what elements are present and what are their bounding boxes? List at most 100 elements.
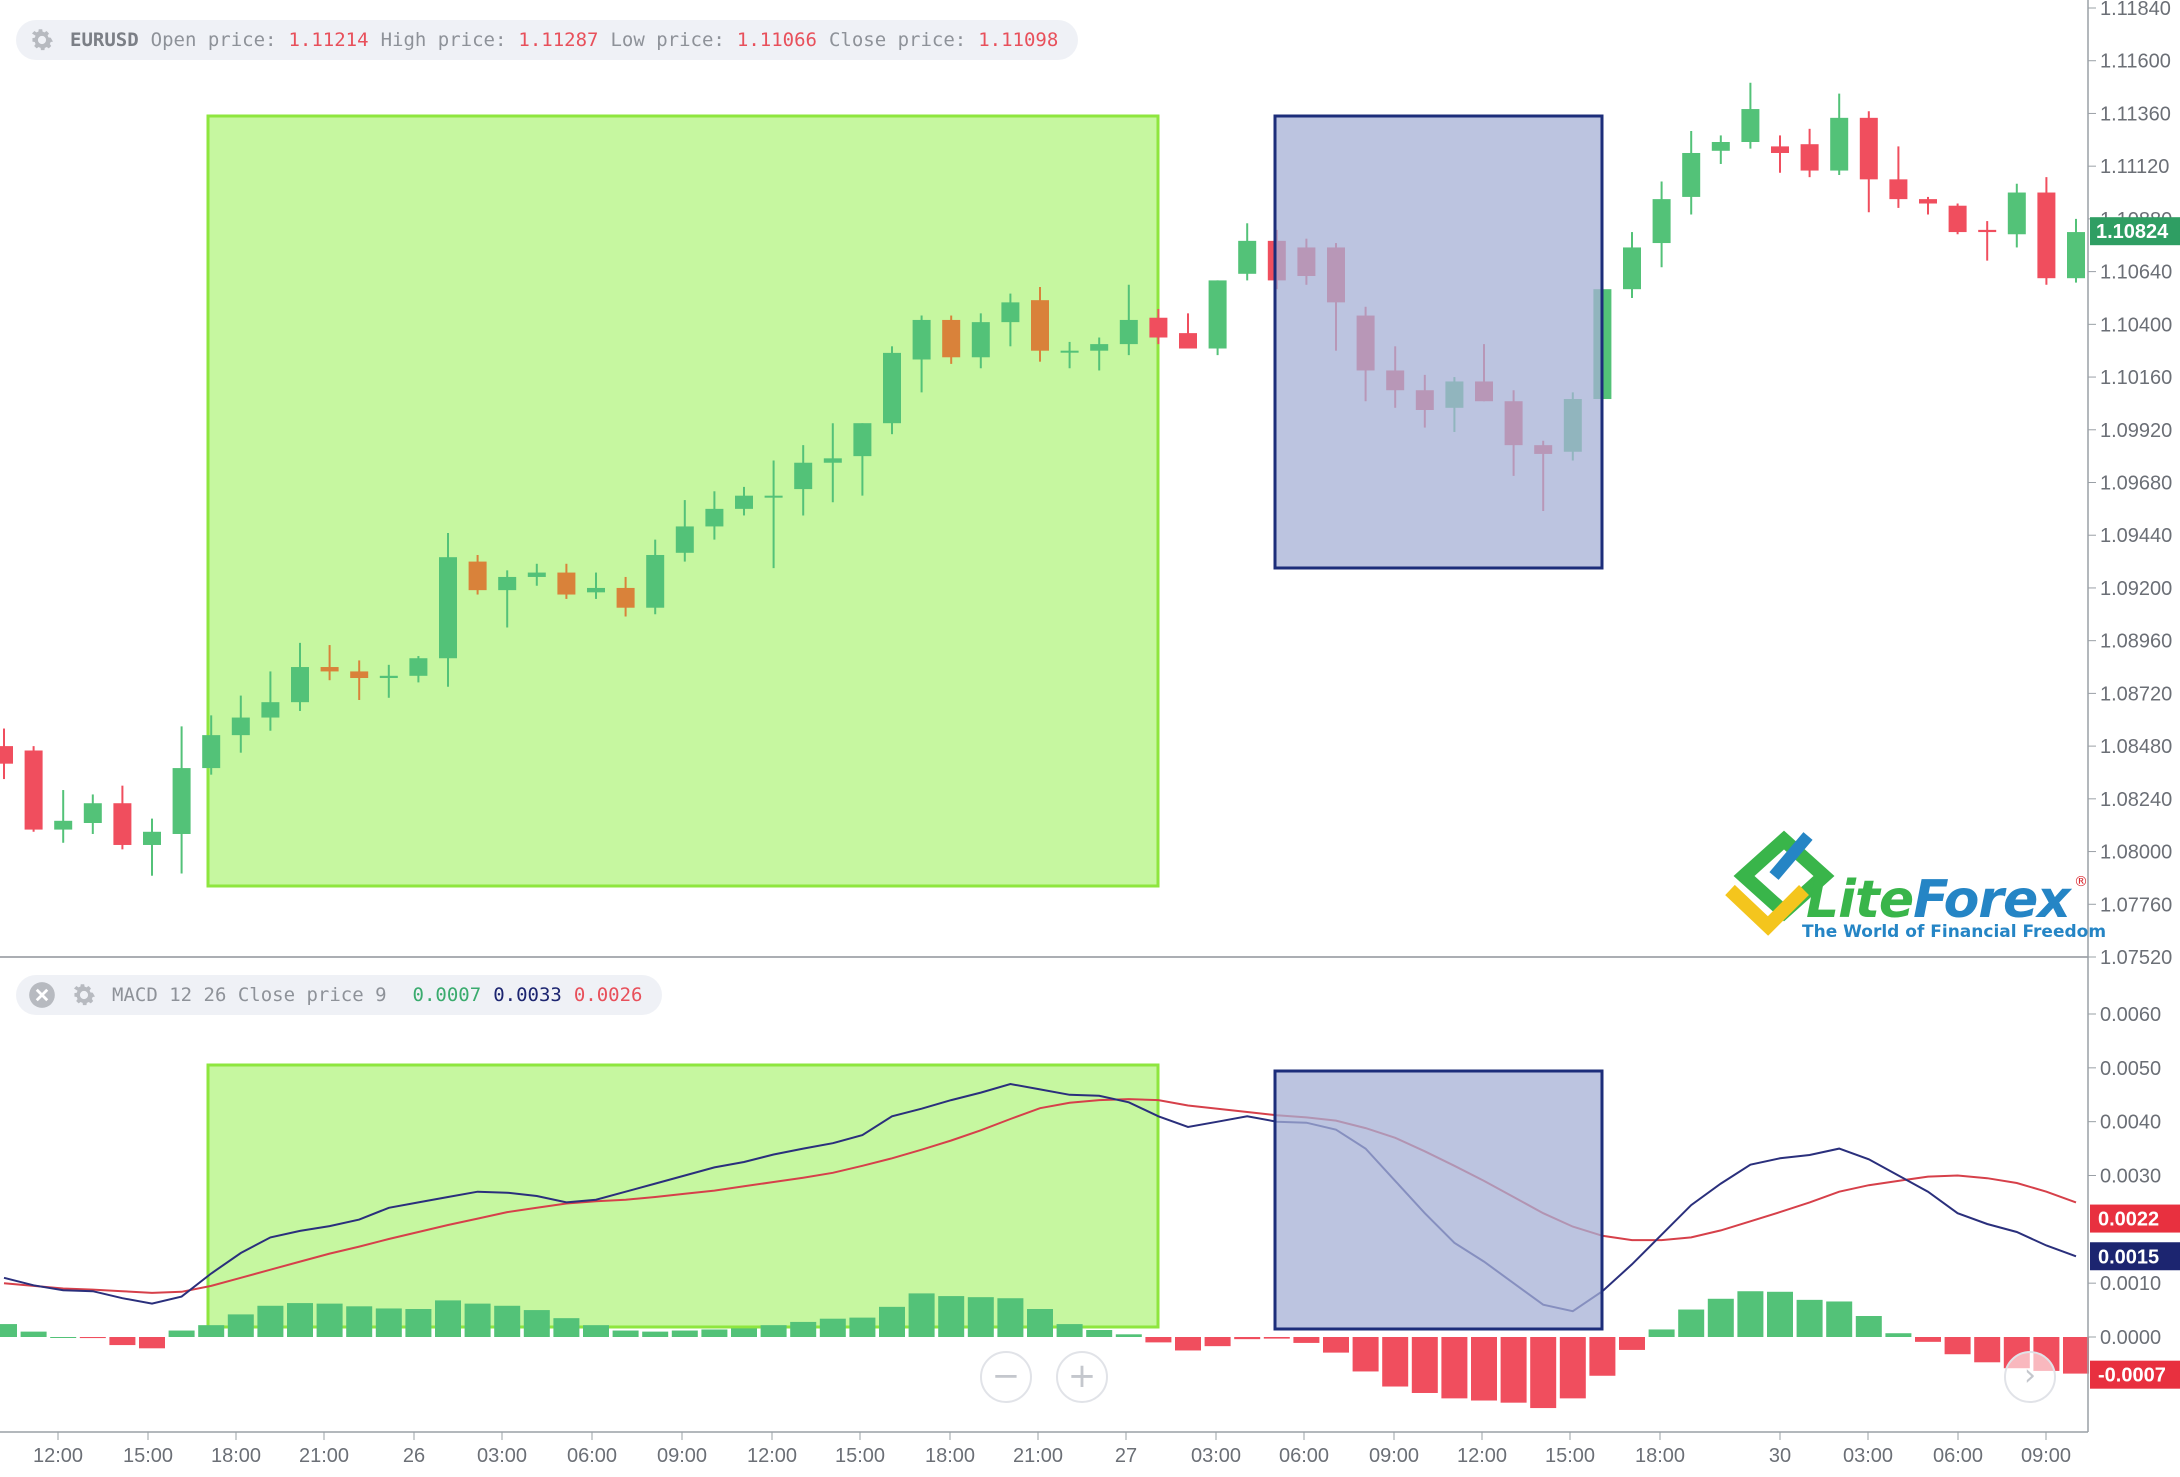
blue-highlight-box-price [1273,114,1604,570]
zoom-out-button[interactable]: − [980,1351,1032,1403]
candle [1090,337,1109,371]
macd-name: MACD 12 26 Close price 9 [112,984,387,1006]
green-highlight-box-price [206,114,1160,888]
scroll-right-button[interactable]: › [2004,1351,2056,1403]
candle-body [2067,232,2085,279]
histogram-bar [435,1300,461,1337]
candle [2037,177,2056,285]
candle [231,695,250,753]
histogram-bar [1293,1337,1320,1343]
histogram-bar [1411,1337,1438,1393]
gear-icon[interactable] [70,981,98,1009]
candle-body [291,667,309,703]
candle [202,715,221,775]
candle-body [143,831,161,845]
histogram-bar [849,1317,876,1337]
price-tick-label: 1.07760 [2100,894,2172,916]
price-tick-label: 1.11600 [2100,51,2171,73]
candle [2067,218,2085,283]
current-price-label: 1.10824 [2096,221,2169,243]
histogram-bar [1974,1337,2001,1363]
price-tick-label: 1.08480 [2100,736,2172,758]
candle [587,572,605,599]
macd-value-badge [2090,1242,2180,1271]
candle [439,533,457,687]
candle-body [1060,350,1079,353]
candle-body [942,319,961,358]
time-tick-label: 12:00 [1457,1445,1507,1467]
candle-body [1711,142,1730,151]
candle-body [1978,229,1997,233]
histogram-bar [346,1306,373,1337]
candle-body [1830,117,1849,171]
time-tick-label: 21:00 [1013,1445,1063,1467]
candle [1741,82,1760,149]
histogram-bar [1915,1337,1941,1342]
open-label: Open price: [150,29,277,51]
green-highlight-box-macd [206,1063,1160,1329]
candle-body [468,561,487,591]
time-tick-label: 03:00 [1191,1445,1241,1467]
time-tick-label: 12:00 [33,1445,83,1467]
candle [1682,131,1701,215]
candle [883,346,901,435]
histogram-bar [642,1331,669,1337]
candle [1978,221,1997,261]
histogram-bar [109,1337,136,1346]
candle [1859,111,1878,213]
histogram-bar [1471,1337,1497,1401]
candle-body [1919,199,1937,204]
candle-body [1238,240,1257,274]
candle-body [1001,302,1020,323]
candle-body [172,768,191,834]
candle [379,664,398,698]
histogram-bar [1056,1324,1083,1337]
candle-body [1208,280,1227,349]
close-icon[interactable] [28,981,56,1009]
histogram-bar [1323,1337,1349,1353]
macd-tick-label: 0.0050 [2100,1058,2161,1080]
time-tick-label: 06:00 [1933,1445,1983,1467]
histogram-bar [1086,1330,1113,1337]
histogram-bar [523,1310,550,1337]
candle-body [616,587,635,608]
gear-icon[interactable] [28,26,56,54]
high-value: 1.11287 [518,29,599,51]
candle-body [971,322,990,358]
histogram-bar [139,1337,165,1349]
histogram-bar [583,1325,609,1337]
histogram-bar [760,1325,787,1337]
histogram-bar [1885,1333,1912,1337]
histogram-bar [908,1293,935,1337]
histogram-bar [997,1298,1024,1337]
candle [409,656,428,683]
zoom-in-button[interactable]: + [1056,1351,1108,1403]
histogram-value-badge [2090,1360,2180,1389]
histogram-bar [553,1318,580,1337]
logo-tagline: The World of Financial Freedom [1802,922,2107,942]
candle [2007,183,2026,248]
histogram-bar [819,1318,846,1337]
candle-body [1948,205,1967,233]
time-tick-label: 06:00 [1279,1445,1329,1467]
candle [912,315,931,393]
macd-histogram-value: 0.0007 [412,984,482,1006]
histogram-bar [1027,1309,1053,1337]
candle-body [1119,319,1138,345]
candle-body [912,319,931,360]
candle [1060,341,1079,369]
histogram-bar [1145,1337,1172,1343]
candle [1652,181,1671,268]
logo-forex: Forex [1913,870,2071,930]
candle [1179,313,1197,349]
candle-body [1859,117,1878,180]
histogram-bar [731,1328,757,1337]
candle-body [675,526,694,553]
histogram-bar [1767,1291,1793,1337]
candle-body [261,702,280,718]
current-price-badge [2090,217,2180,246]
candle [468,554,487,595]
candle [1238,223,1257,281]
macd-tick-label: 0.0060 [2100,1004,2161,1026]
